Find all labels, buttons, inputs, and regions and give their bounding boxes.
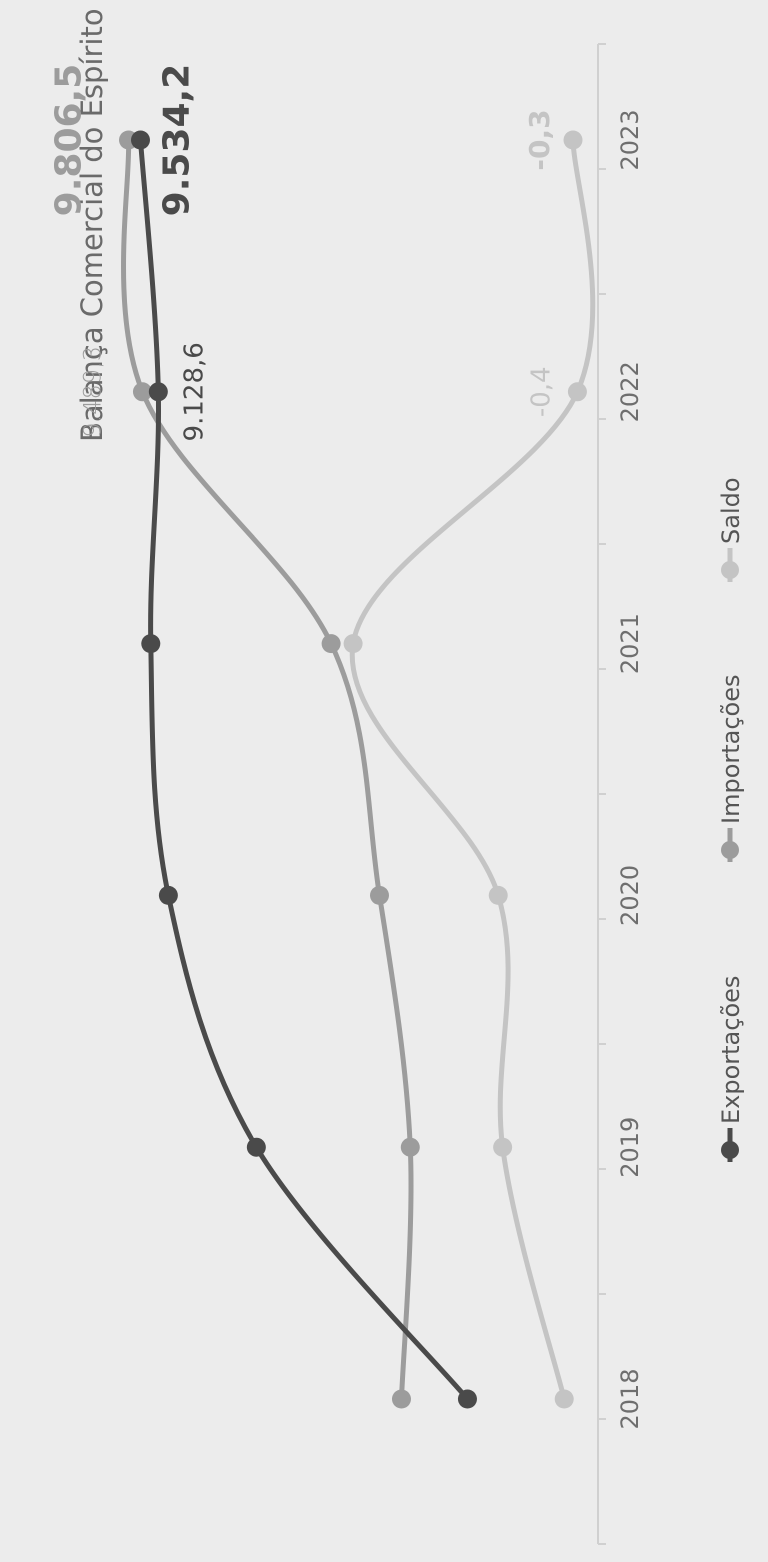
x-tick-label: 2020: [616, 865, 644, 926]
data-point: [493, 1137, 513, 1157]
data-point: [567, 382, 587, 402]
data-point: [158, 885, 178, 905]
data-label: -0,3: [523, 109, 556, 170]
data-point: [554, 1389, 574, 1409]
legend-label: Importações: [717, 674, 745, 824]
x-tick-label: 2018: [616, 1368, 644, 1429]
series-line: [137, 137, 470, 1402]
legend-marker: [721, 561, 739, 579]
data-label: 9.128,6: [179, 342, 209, 441]
legend-marker: [721, 1141, 739, 1159]
series-line: [349, 137, 596, 1402]
data-label: 9.806,5: [49, 64, 90, 217]
data-point: [130, 130, 150, 150]
data-point: [246, 1137, 266, 1157]
legend: Exportações Importações Saldo: [717, 477, 745, 1162]
data-point: [488, 885, 508, 905]
legend-item-saldo: Saldo: [717, 477, 745, 582]
series-importações: 9.489,3 9.806,5: [49, 64, 420, 1409]
data-label: 9.534,2: [156, 64, 197, 217]
x-axis-ticks: 2018 2019 2020 2021 2022 2023: [598, 43, 644, 1545]
data-label: 9.489,3: [78, 346, 106, 438]
chart-title: Balança Comercial do Espírito Santo (em …: [75, 0, 109, 442]
x-tick-label: 2021: [616, 613, 644, 674]
legend-label: Exportações: [717, 976, 745, 1124]
data-point: [132, 382, 152, 402]
legend-item-exportações: Exportações: [717, 976, 745, 1162]
data-point: [343, 634, 363, 654]
series-layer: -0,4 -0,3 9.489,3 9.806,5 9.128,6 9.534,2: [49, 64, 596, 1409]
data-point: [457, 1389, 477, 1409]
legend-item-importações: Importações: [717, 674, 745, 862]
x-tick-label: 2023: [616, 109, 644, 170]
data-point: [321, 634, 341, 654]
series-line: [121, 137, 414, 1402]
data-label: -0,4: [526, 366, 556, 417]
data-point: [148, 382, 168, 402]
data-point: [141, 634, 161, 654]
data-point: [369, 885, 389, 905]
series-saldo: -0,4 -0,3: [343, 109, 596, 1409]
series-exportações: 9.128,6 9.534,2: [130, 64, 477, 1409]
legend-label: Saldo: [717, 477, 745, 544]
data-point: [391, 1389, 411, 1409]
x-tick-label: 2022: [616, 361, 644, 422]
data-point: [400, 1137, 420, 1157]
x-tick-label: 2019: [616, 1117, 644, 1178]
legend-marker: [721, 841, 739, 859]
data-point: [563, 130, 583, 150]
